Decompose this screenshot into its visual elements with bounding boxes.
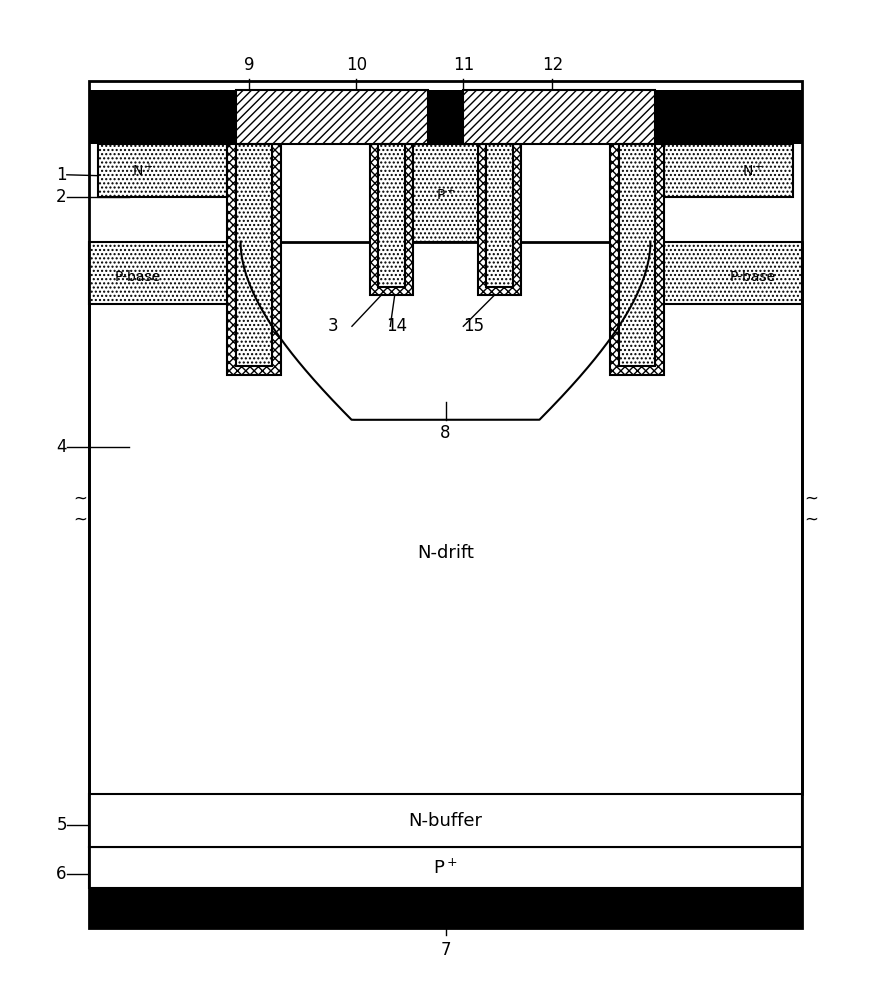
Text: ~
~: ~ ~ — [73, 490, 87, 528]
Bar — [89, 794, 802, 847]
Text: 1: 1 — [56, 166, 67, 184]
Text: 13: 13 — [495, 206, 516, 224]
Bar — [227, 144, 281, 375]
Bar — [428, 90, 463, 144]
Text: 3: 3 — [328, 317, 339, 335]
Text: 12: 12 — [542, 56, 563, 74]
Bar — [89, 242, 802, 794]
Bar — [89, 888, 802, 928]
Text: 14: 14 — [386, 317, 407, 335]
Text: P-base: P-base — [730, 270, 776, 284]
Text: P-base: P-base — [115, 270, 161, 284]
Bar — [89, 242, 254, 304]
Bar — [236, 144, 272, 366]
Text: P$^+$: P$^+$ — [436, 186, 455, 203]
Bar — [664, 144, 793, 197]
Text: 2: 2 — [56, 188, 67, 206]
Bar — [98, 144, 227, 197]
Bar — [370, 144, 413, 295]
Bar — [89, 90, 236, 144]
Text: P$^+$: P$^+$ — [433, 858, 458, 878]
Text: 6: 6 — [56, 865, 67, 883]
Bar — [610, 144, 664, 375]
Text: ~
~: ~ ~ — [804, 490, 818, 528]
Text: N$^+$: N$^+$ — [742, 162, 764, 179]
Text: 8: 8 — [440, 424, 451, 442]
Bar — [486, 144, 513, 287]
Bar — [413, 144, 478, 242]
Bar — [236, 90, 428, 144]
Text: 7: 7 — [440, 941, 451, 959]
Text: N-buffer: N-buffer — [408, 812, 483, 830]
Bar — [89, 81, 802, 928]
Text: N-drift: N-drift — [417, 544, 474, 562]
Bar — [637, 242, 802, 304]
Text: 5: 5 — [56, 816, 67, 834]
Bar — [89, 847, 802, 888]
Text: N$^+$: N$^+$ — [132, 162, 153, 179]
Bar — [478, 144, 521, 295]
Bar — [463, 90, 655, 144]
Bar — [378, 144, 405, 287]
Text: 15: 15 — [463, 317, 485, 335]
Bar — [655, 90, 802, 144]
Bar — [619, 144, 655, 366]
Text: 11: 11 — [453, 56, 474, 74]
Text: 4: 4 — [56, 438, 67, 456]
Text: 9: 9 — [244, 56, 255, 74]
Text: 10: 10 — [346, 56, 367, 74]
